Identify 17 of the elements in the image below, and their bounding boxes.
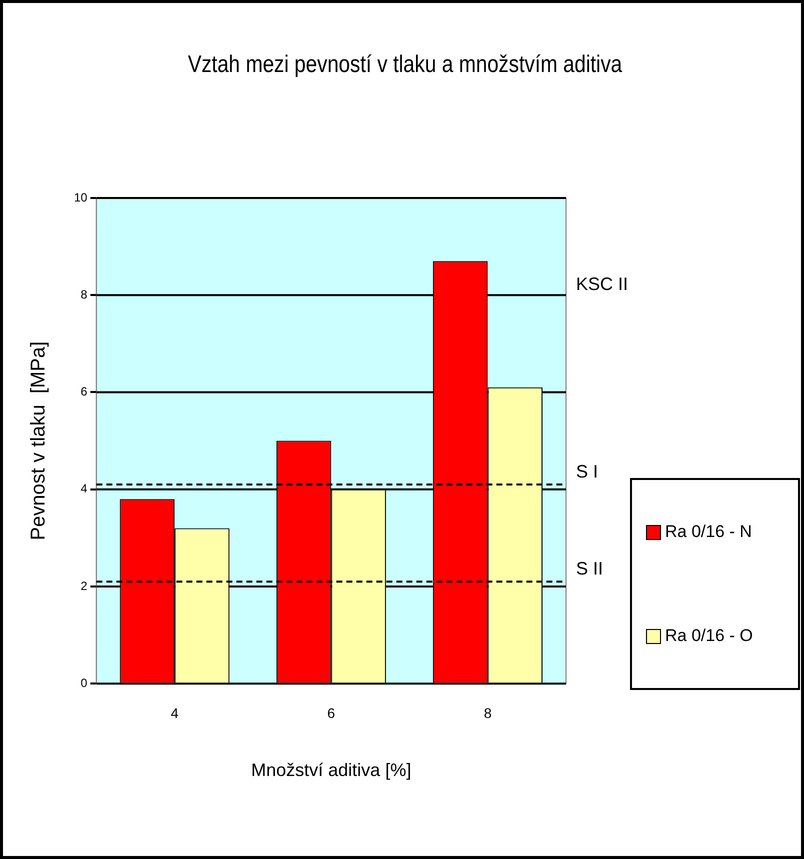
legend-label: Ra 0/16 - N bbox=[664, 522, 753, 542]
ref-line-label: S II bbox=[576, 558, 604, 579]
y-tick-label: 6 bbox=[80, 384, 88, 399]
text: KSC II bbox=[576, 274, 628, 294]
legend-label: Ra 0/16 - O bbox=[664, 626, 754, 646]
y-tick-label: 10 bbox=[74, 190, 88, 204]
y-tick-label: 4 bbox=[80, 482, 88, 496]
x-tick-label: 6 bbox=[327, 704, 336, 721]
y-tick-label: 8 bbox=[80, 287, 88, 302]
chart-title: Vztah mezi pevností v tlaku a množstvím aditiva bbox=[186, 51, 624, 79]
x-tick-label: 8 bbox=[484, 704, 492, 721]
x-axis-title: Množství aditiva [%] bbox=[251, 760, 412, 780]
y-tick-label: 2 bbox=[80, 578, 88, 593]
ref-line-label: S I bbox=[576, 461, 598, 482]
y-axis-title: Pevnost v tlaku [MPa] bbox=[28, 341, 50, 540]
x-tick-label: 4 bbox=[170, 704, 179, 721]
y-tick-label: 0 bbox=[80, 676, 88, 690]
